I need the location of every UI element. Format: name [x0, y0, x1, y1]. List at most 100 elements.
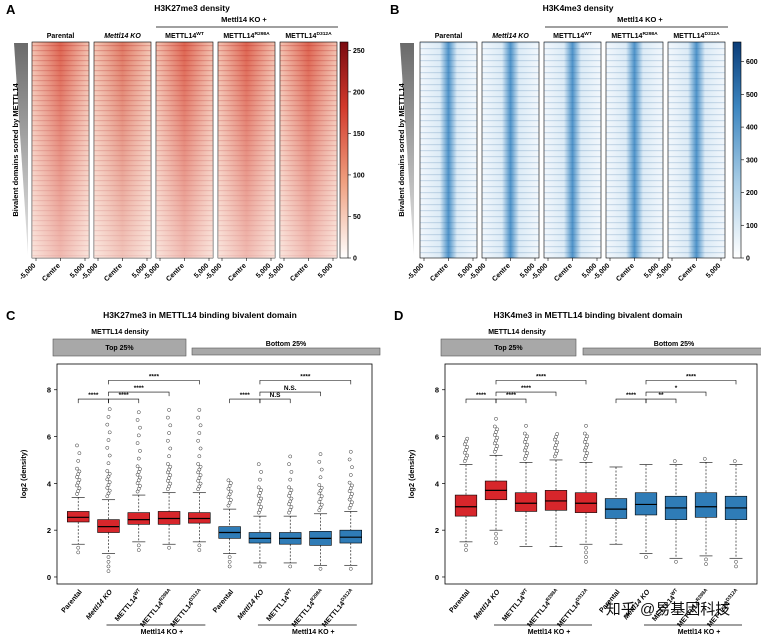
y-axis-label: Bivalent domains sorted by METTL14 — [397, 82, 406, 216]
outlier — [106, 461, 111, 466]
significance-bracket: ** — [645, 392, 677, 404]
heatmap-fade — [156, 42, 213, 258]
column-label: Parental — [448, 589, 471, 615]
significance-bracket: **** — [615, 392, 647, 404]
group-label: Top 25% — [105, 345, 134, 352]
heatmap-texture — [482, 42, 539, 258]
colorbar-tick-label: 200 — [746, 190, 758, 197]
colorbar-tick-label: 300 — [746, 157, 758, 164]
bracket-line — [645, 391, 707, 397]
x-tick-label: -5,000 — [18, 262, 37, 281]
y-tick-label: 4 — [47, 479, 52, 488]
group-bar-bottom — [191, 347, 381, 356]
box-3 — [127, 410, 150, 552]
group-label: Bottom 25% — [266, 341, 307, 348]
outlier — [495, 427, 500, 432]
outlier — [168, 446, 173, 451]
box-9 — [309, 452, 332, 571]
heatmap-fade — [32, 42, 89, 258]
boxplot-panel-D: D H3K4me3 in METTL14 binding bivalent dom… — [394, 308, 761, 636]
outlier — [317, 483, 322, 487]
significance-label: **** — [88, 392, 99, 399]
outlier — [672, 459, 677, 463]
x-tick-label: Centre — [165, 262, 186, 283]
outlier — [168, 464, 173, 469]
outlier — [732, 459, 737, 463]
box-3 — [514, 423, 538, 547]
outlier — [105, 469, 110, 473]
outlier — [167, 431, 171, 435]
outlier — [734, 564, 738, 569]
column-label: METTL14D312A — [168, 587, 205, 629]
outlier — [524, 423, 528, 428]
outlier — [106, 438, 111, 442]
outlier — [287, 462, 291, 467]
outlier — [288, 564, 293, 569]
bracket-line — [108, 391, 170, 397]
outlier — [585, 442, 590, 447]
colorbar-tick-label: 0 — [353, 256, 357, 263]
outlier — [106, 559, 111, 564]
heatmap-texture — [420, 42, 477, 258]
outlier — [464, 543, 468, 548]
outlier — [525, 434, 530, 439]
density-label: METTL14 density — [91, 329, 149, 336]
column-label: Mettl14 KO — [237, 588, 266, 621]
sort-triangle — [400, 43, 414, 255]
outlier — [77, 451, 82, 456]
outlier — [107, 430, 112, 435]
ko-footer-label: Mettl14 KO + — [678, 629, 721, 636]
bracket-line — [495, 380, 587, 385]
outlier — [287, 485, 291, 490]
column-label: METTL14R298A — [525, 587, 562, 629]
outlier — [674, 559, 678, 564]
significance-bracket: **** — [108, 373, 200, 385]
panel-title: H3K27me3 in METTL14 binding bivalent dom… — [103, 310, 297, 320]
significance-label: **** — [476, 392, 487, 399]
outlier — [585, 451, 590, 456]
column-label: METTL14D312A — [673, 31, 720, 40]
column-label: Mettl14 KO — [473, 588, 502, 621]
outlier — [347, 457, 352, 462]
x-tick-label: 5,000 — [705, 262, 722, 279]
significance-label: **** — [134, 385, 145, 392]
significance-label: ** — [658, 392, 664, 399]
heatmap-panel-A: A H3K27me3 density Mettl14 KO + Bivalent do… — [6, 2, 365, 283]
significance-label: N.S. — [284, 385, 297, 392]
panel-title: H3K4me3 in METTL14 binding bivalent doma… — [494, 310, 683, 320]
outlier — [317, 459, 322, 464]
outlier — [555, 440, 560, 445]
significance-label: * — [675, 385, 678, 392]
y-tick-label: 0 — [47, 573, 51, 582]
outlier — [135, 418, 140, 422]
outlier — [107, 488, 112, 493]
outlier — [495, 435, 500, 440]
significance-bracket: **** — [259, 373, 352, 385]
significance-bracket: * — [645, 385, 707, 397]
outlier — [259, 505, 263, 509]
outlier — [584, 559, 588, 564]
outlier — [319, 494, 324, 499]
outlier — [197, 431, 202, 435]
outlier — [166, 438, 170, 443]
ko-footer-label: Mettl14 KO + — [292, 629, 335, 636]
outlier — [197, 408, 202, 412]
panel-title: H3K4me3 density — [543, 3, 614, 13]
panel-letter: D — [394, 308, 403, 323]
y-tick-label: 8 — [435, 386, 439, 395]
column-label: METTL14WT — [553, 31, 592, 40]
outlier — [197, 543, 202, 548]
outlier — [555, 448, 560, 453]
outlier — [465, 453, 470, 458]
outlier — [582, 431, 587, 436]
outlier — [318, 452, 323, 456]
bracket-line — [615, 398, 647, 404]
outlier — [644, 555, 648, 559]
column-label: METTL14R298A — [223, 31, 270, 40]
outlier — [77, 478, 82, 482]
bracket-line — [259, 398, 291, 404]
colorbar-tick-label: 100 — [353, 172, 365, 179]
column-label: METTL14R298A — [289, 587, 326, 629]
outlier — [135, 441, 140, 445]
